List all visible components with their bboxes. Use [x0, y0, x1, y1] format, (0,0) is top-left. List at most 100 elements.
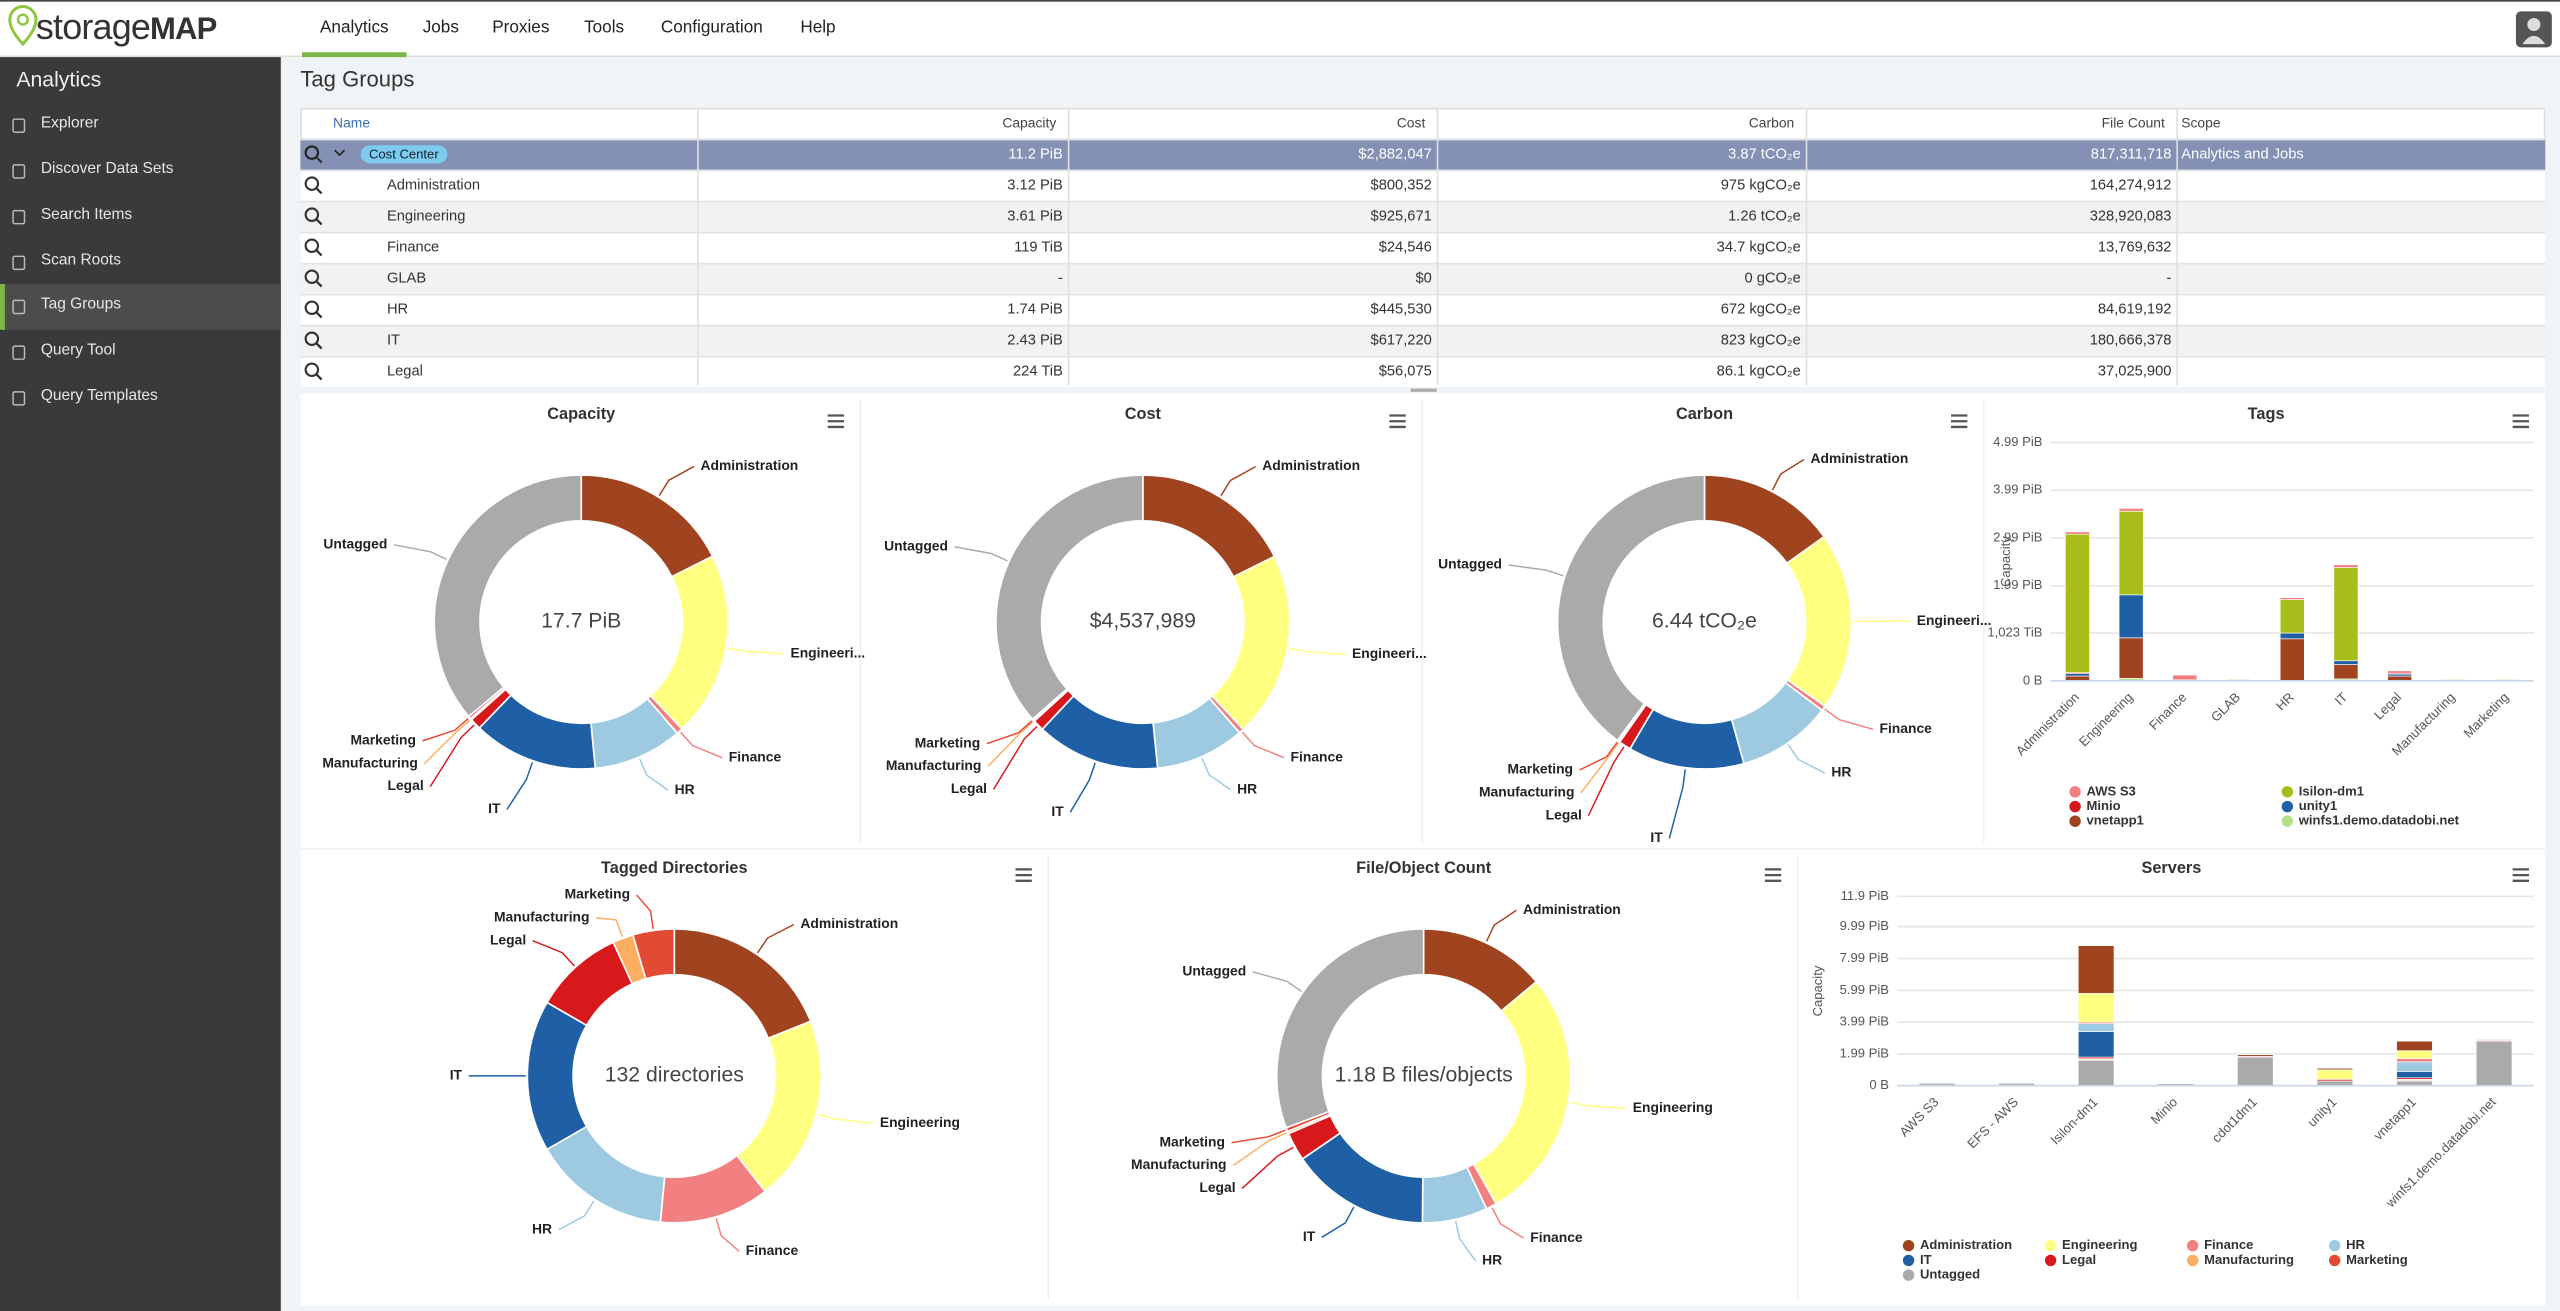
legend-marker[interactable]: [2328, 1254, 2341, 1267]
donut-slice[interactable]: [1421, 1166, 1488, 1224]
bar-segment[interactable]: [2237, 1056, 2274, 1087]
bar-segment[interactable]: [2077, 945, 2115, 994]
bar-segment[interactable]: [2440, 679, 2466, 682]
bar-segment[interactable]: [2279, 638, 2305, 682]
legend-marker[interactable]: [1902, 1254, 1915, 1267]
chart-menu[interactable]: [1951, 414, 1968, 429]
legend-label[interactable]: Untagged: [1920, 1267, 1980, 1282]
column-header[interactable]: Carbon: [1748, 114, 1795, 131]
legend-marker[interactable]: [2281, 786, 2294, 798]
legend-marker[interactable]: [2069, 786, 2081, 798]
sidebar-item[interactable]: Query Tool: [40, 341, 116, 360]
sidebar-item[interactable]: Tag Groups: [40, 295, 122, 314]
legend-marker[interactable]: [2069, 800, 2081, 813]
bar-segment[interactable]: [2077, 1059, 2115, 1087]
donut-slice[interactable]: [1422, 928, 1538, 1013]
bar-segment[interactable]: [2118, 678, 2144, 682]
legend-label[interactable]: AWS S3: [2087, 783, 2136, 798]
bar-segment[interactable]: [1998, 1083, 2035, 1087]
donut-slice[interactable]: [1617, 703, 1648, 744]
donut-slice[interactable]: [1784, 678, 1827, 712]
donut-slice[interactable]: [1730, 681, 1824, 765]
bar-segment[interactable]: [2065, 531, 2090, 535]
bar-segment[interactable]: [2333, 660, 2359, 665]
donut-slice[interactable]: [1472, 980, 1572, 1205]
bar-segment[interactable]: [2475, 1040, 2513, 1042]
bar-segment[interactable]: [2237, 1054, 2274, 1057]
bar-segment[interactable]: [2333, 564, 2359, 568]
bar-segment[interactable]: [2065, 673, 2090, 677]
bar-segment[interactable]: [2226, 679, 2251, 682]
bar-segment[interactable]: [2396, 1040, 2433, 1052]
donut-slice[interactable]: [1033, 689, 1075, 731]
legend-label[interactable]: winfs1.demo.datadobi.net: [2298, 813, 2460, 828]
bar-segment[interactable]: [2316, 1079, 2354, 1082]
bar-segment[interactable]: [2396, 1079, 2433, 1082]
bar-segment[interactable]: [2118, 637, 2144, 679]
donut-slice[interactable]: [1286, 1113, 1332, 1135]
nav-item[interactable]: Help: [800, 17, 836, 38]
legend-label[interactable]: Minio: [2087, 798, 2121, 813]
bar-segment[interactable]: [2316, 1069, 2354, 1080]
logo[interactable]: storageMAP: [36, 7, 217, 49]
column-header[interactable]: Name: [333, 114, 371, 131]
table-row[interactable]: [300, 169, 2546, 201]
donut-slice[interactable]: [1031, 687, 1069, 722]
bar-segment[interactable]: [2065, 675, 2090, 682]
donut-slice[interactable]: [470, 688, 513, 730]
legend-label[interactable]: Manufacturing: [2204, 1252, 2294, 1267]
bar-segment[interactable]: [2279, 632, 2305, 640]
legend-label[interactable]: vnetapp1: [2087, 813, 2144, 828]
chart-menu[interactable]: [1389, 414, 1406, 429]
chart-menu[interactable]: [1015, 868, 1032, 882]
donut-slice[interactable]: [646, 694, 684, 735]
bar-segment[interactable]: [2387, 670, 2413, 674]
bar-segment[interactable]: [2396, 1050, 2433, 1059]
donut-slice[interactable]: [469, 687, 507, 721]
sidebar-item[interactable]: Discover Data Sets: [40, 160, 174, 178]
donut-slice[interactable]: [467, 685, 507, 720]
donut-slice[interactable]: [1618, 703, 1655, 750]
nav-item[interactable]: Proxies: [492, 17, 550, 38]
bar-segment[interactable]: [2279, 597, 2305, 600]
table-row[interactable]: [300, 200, 2546, 232]
sidebar-item[interactable]: Explorer: [40, 114, 99, 133]
bar-segment[interactable]: [2396, 1061, 2433, 1072]
sidebar-item[interactable]: Search Items: [40, 205, 133, 224]
bar-segment[interactable]: [2118, 594, 2144, 639]
donut-slice[interactable]: [1301, 1131, 1424, 1224]
bar-segment[interactable]: [2387, 675, 2413, 682]
bar-segment[interactable]: [2494, 679, 2520, 682]
donut-slice[interactable]: [1287, 1114, 1342, 1161]
legend-label[interactable]: IT: [1920, 1252, 1932, 1267]
table-row[interactable]: [300, 293, 2546, 325]
chart-menu[interactable]: [827, 414, 845, 429]
donut-slice[interactable]: [580, 474, 714, 578]
donut-slice[interactable]: [1142, 474, 1276, 578]
donut-slice[interactable]: [1208, 694, 1245, 734]
bar-segment[interactable]: [2172, 679, 2198, 682]
legend-marker[interactable]: [2044, 1254, 2057, 1267]
legend-label[interactable]: unity1: [2299, 798, 2337, 813]
donut-slice[interactable]: [1785, 535, 1853, 708]
bar-segment[interactable]: [2279, 599, 2305, 634]
legend-marker[interactable]: [2186, 1254, 2199, 1267]
bar-segment[interactable]: [2387, 673, 2413, 677]
donut-slice[interactable]: [526, 1001, 588, 1151]
donut-slice[interactable]: [631, 928, 676, 980]
donut-slice[interactable]: [1041, 694, 1159, 770]
donut-slice[interactable]: [1465, 1162, 1498, 1210]
nav-item[interactable]: Analytics: [319, 17, 389, 38]
bar-segment[interactable]: [2333, 664, 2359, 680]
bar-segment[interactable]: [2475, 1040, 2513, 1087]
donut-slice[interactable]: [433, 474, 583, 718]
bar-segment[interactable]: [2475, 1039, 2513, 1041]
bar-segment[interactable]: [2077, 1056, 2115, 1059]
legend-marker[interactable]: [2281, 815, 2294, 827]
donut-slice[interactable]: [649, 555, 729, 731]
bar-segment[interactable]: [2077, 1021, 2115, 1024]
legend-label[interactable]: Engineering: [2062, 1237, 2137, 1252]
legend-marker[interactable]: [2186, 1240, 2199, 1252]
chart-menu[interactable]: [1764, 868, 1782, 882]
table-row[interactable]: [300, 138, 2546, 170]
